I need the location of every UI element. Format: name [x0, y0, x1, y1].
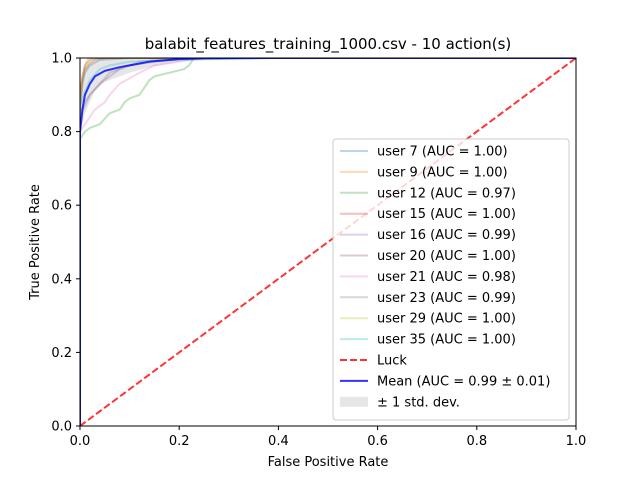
- legend: user 7 (AUC = 1.00) user 9 (AUC = 1.00) us…: [332, 138, 570, 421]
- legend-label: user 7 (AUC = 1.00): [377, 145, 508, 160]
- legend-label: user 35 (AUC = 1.00): [377, 333, 516, 348]
- y-tick-label: 0.8: [51, 125, 72, 140]
- series-line-user-8: [80, 58, 576, 426]
- y-tick-label: 0.2: [51, 346, 72, 361]
- x-axis-label: False Positive Rate: [268, 455, 389, 470]
- y-tick-label: 0.0: [51, 420, 72, 435]
- legend-items: user 7 (AUC = 1.00) user 9 (AUC = 1.00) us…: [340, 145, 550, 410]
- legend-label: Mean (AUC = 0.99 ± 0.01): [377, 374, 550, 389]
- legend-label: user 16 (AUC = 0.99): [377, 228, 516, 243]
- x-axis: 0.0 0.2 0.4 0.6 0.8 1.0: [70, 426, 587, 449]
- x-tick-label: 0.8: [466, 434, 487, 449]
- y-tick-label: 0.4: [51, 272, 72, 287]
- y-axis: 0.0 0.2 0.4 0.6 0.8 1.0: [51, 52, 80, 435]
- x-tick-label: 0.6: [367, 434, 388, 449]
- x-tick-label: 0.2: [169, 434, 190, 449]
- legend-label: user 21 (AUC = 0.98): [377, 270, 516, 285]
- y-tick-label: 0.6: [51, 199, 72, 214]
- legend-label: user 12 (AUC = 0.97): [377, 186, 516, 201]
- legend-label: user 9 (AUC = 1.00): [377, 165, 508, 180]
- plot-area: [79, 57, 577, 427]
- x-tick-label: 0.0: [70, 434, 91, 449]
- legend-label: user 29 (AUC = 1.00): [377, 312, 516, 327]
- legend-label: Luck: [377, 354, 407, 369]
- x-tick-label: 1.0: [566, 434, 587, 449]
- x-tick-label: 0.4: [268, 434, 289, 449]
- legend-label: user 20 (AUC = 1.00): [377, 249, 516, 264]
- series-line-user-5: [80, 58, 576, 426]
- legend-label: user 15 (AUC = 1.00): [377, 207, 516, 222]
- legend-label-band: ± 1 std. dev.: [377, 395, 460, 410]
- chart-title: balabit_features_training_1000.csv - 10 …: [145, 35, 512, 54]
- legend-label: user 23 (AUC = 0.99): [377, 291, 516, 306]
- axes-frame: [79, 57, 577, 427]
- series-line-user-2: [80, 58, 576, 426]
- series-line-luck: [80, 58, 576, 426]
- series-line-user-6: [80, 58, 576, 426]
- legend-swatch-band: [340, 396, 368, 407]
- series-line-user-1: [80, 58, 576, 426]
- legend-box: [332, 138, 570, 421]
- y-tick-label: 1.0: [51, 52, 72, 67]
- y-axis-label: True Positive Rate: [28, 184, 43, 301]
